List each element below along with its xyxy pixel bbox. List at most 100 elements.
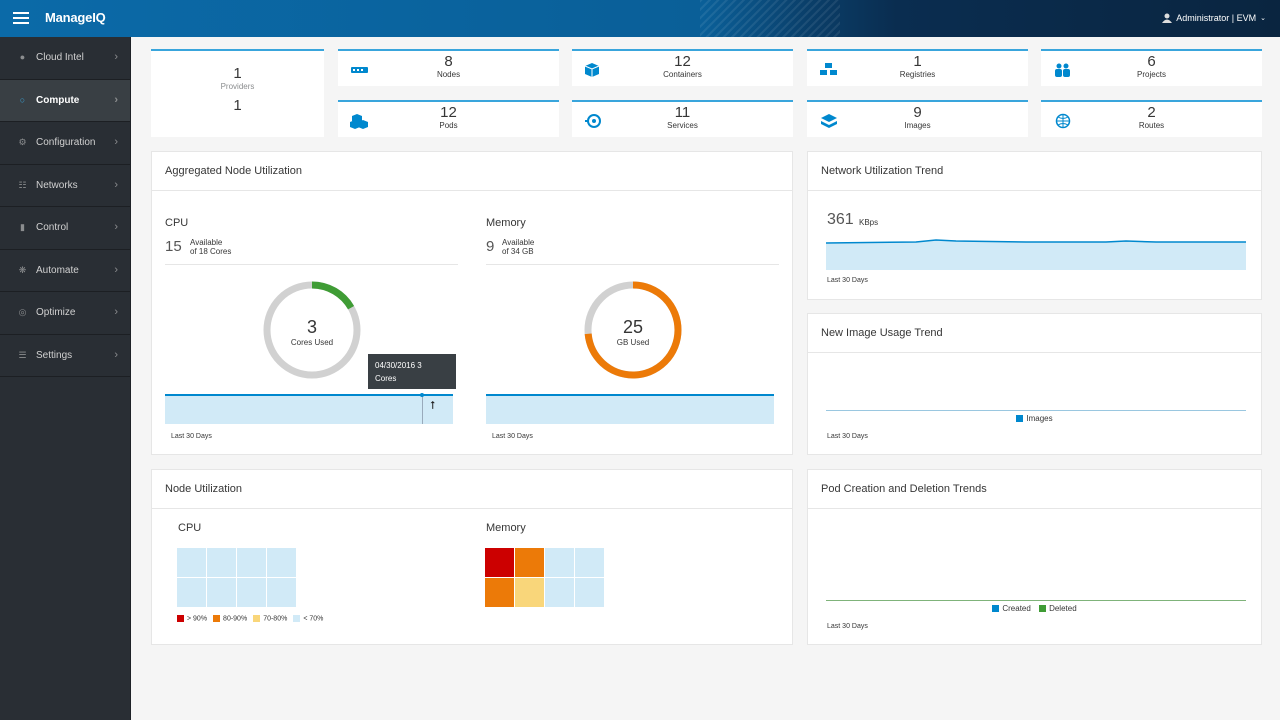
- available-text: Available: [502, 238, 535, 247]
- stat-value: 2: [1147, 104, 1156, 121]
- pod-trend-line[interactable]: [826, 600, 1246, 601]
- services-card[interactable]: 11 Services: [572, 100, 793, 137]
- tooltip-guide-line: [422, 394, 423, 424]
- chevron-right-icon: ›: [114, 221, 118, 233]
- memory-heatmap[interactable]: [485, 548, 604, 607]
- memory-donut-chart[interactable]: [583, 280, 683, 380]
- cpu-donut-chart[interactable]: [262, 280, 362, 380]
- node-utilization-card: Node Utilization CPU > 90% 80-90% 70-80%…: [151, 469, 793, 645]
- heatmap-cell[interactable]: [485, 548, 514, 577]
- sidebar-item-configuration[interactable]: ⚙ Configuration ›: [0, 122, 130, 165]
- providers-count: 1: [233, 65, 242, 82]
- top-navbar: ManageIQ Administrator | EVM ⌄: [0, 0, 1280, 37]
- cpu-heatmap[interactable]: [177, 548, 296, 607]
- heatmap-cell[interactable]: [267, 578, 296, 607]
- available-text: Available: [190, 238, 223, 247]
- legend-label: Created: [1002, 604, 1031, 613]
- aggregated-node-utilization-card: Aggregated Node Utilization CPU 15 Avail…: [151, 151, 793, 455]
- network-sparkline[interactable]: [826, 236, 1246, 270]
- images-card[interactable]: 9 Images: [807, 100, 1028, 137]
- pod-trends-card: Pod Creation and Deletion Trends Created…: [807, 469, 1262, 645]
- settings-icon: ☰: [18, 349, 27, 360]
- legend-swatch: [1016, 415, 1024, 423]
- registries-card[interactable]: 1 Registries: [807, 49, 1028, 86]
- legend-item: 80-90%: [213, 615, 247, 622]
- containers-card[interactable]: 12 Containers: [572, 49, 793, 86]
- providers-sub-count: 1: [233, 97, 242, 114]
- chevron-right-icon: ›: [114, 348, 118, 361]
- user-menu[interactable]: Administrator | EVM ⌄: [1162, 13, 1266, 23]
- heatmap-cell[interactable]: [545, 548, 574, 577]
- heatmap-cell[interactable]: [485, 578, 514, 607]
- memory-available-label: Available of 34 GB: [502, 238, 534, 256]
- sidebar-item-automate[interactable]: ❋ Automate ›: [0, 250, 130, 292]
- cpu-sparkline[interactable]: [165, 394, 453, 424]
- stat-label: Registries: [899, 70, 936, 79]
- divider: [165, 264, 458, 265]
- routes-icon: [1055, 113, 1071, 129]
- heatmap-legend: > 90% 80-90% 70-80% < 70%: [177, 615, 323, 622]
- cursor-icon: ⭡: [430, 400, 436, 412]
- chart-tooltip: 04/30/2016 3 Cores: [368, 354, 456, 389]
- heatmap-cell[interactable]: [177, 548, 206, 577]
- sidebar-item-optimize[interactable]: ◎ Optimize ›: [0, 292, 130, 335]
- legend-swatch: [213, 615, 221, 622]
- sidebar-item-label: Configuration: [36, 137, 96, 149]
- heatmap-cell[interactable]: [207, 578, 236, 607]
- menu-toggle-icon[interactable]: [13, 12, 29, 24]
- legend-label: Images: [1026, 414, 1053, 423]
- sidebar-item-cloud-intel[interactable]: ● Cloud Intel ›: [0, 37, 130, 80]
- chevron-right-icon: ›: [114, 51, 118, 63]
- configuration-icon: ⚙: [18, 137, 27, 148]
- sidebar-item-control[interactable]: ▮ Control ›: [0, 207, 130, 250]
- providers-label: Providers: [220, 82, 255, 91]
- image-trend-line[interactable]: [826, 410, 1246, 411]
- providers-card[interactable]: 1 Providers 1: [151, 49, 324, 137]
- nodes-icon: [351, 67, 368, 73]
- heatmap-cell[interactable]: [267, 548, 296, 577]
- projects-icon: [1055, 63, 1070, 77]
- stat-value: 12: [674, 53, 691, 70]
- stat-value: 8: [444, 53, 453, 70]
- cpu-used-value: 3: [306, 317, 317, 337]
- heatmap-cell[interactable]: [237, 548, 266, 577]
- heatmap-cell[interactable]: [207, 548, 236, 577]
- network-footer: Last 30 Days: [827, 277, 868, 284]
- stat-value: 1: [913, 53, 922, 70]
- heatmap-cell[interactable]: [575, 548, 604, 577]
- pod-trend-legend: Created Deleted: [808, 604, 1261, 613]
- node-memory-title: Memory: [486, 522, 526, 534]
- stat-value: 6: [1147, 53, 1156, 70]
- nodes-card[interactable]: 8 Nodes: [338, 49, 559, 86]
- compute-icon: ○: [19, 94, 26, 105]
- chevron-down-icon: ⌄: [1260, 15, 1266, 22]
- card-title: Node Utilization: [165, 483, 243, 495]
- divider: [808, 190, 1261, 191]
- chevron-right-icon: ›: [114, 263, 118, 276]
- projects-card[interactable]: 6 Projects: [1041, 49, 1262, 86]
- legend-label: > 90%: [187, 615, 208, 623]
- sidebar-item-label: Compute: [36, 94, 80, 106]
- legend-swatch: [177, 615, 184, 622]
- optimize-icon: ◎: [18, 307, 27, 318]
- pods-icon: [350, 114, 368, 129]
- sidebar-item-networks[interactable]: ☷ Networks ›: [0, 165, 130, 207]
- heatmap-cell[interactable]: [515, 548, 544, 577]
- pods-card[interactable]: 12 Pods: [338, 100, 559, 137]
- sidebar-item-settings[interactable]: ☰ Settings ›: [0, 335, 130, 377]
- heatmap-cell[interactable]: [545, 578, 574, 607]
- heatmap-cell[interactable]: [237, 578, 266, 607]
- sidebar-item-compute[interactable]: ○ Compute ›: [0, 79, 130, 122]
- heatmap-cell[interactable]: [177, 578, 206, 607]
- chevron-right-icon: ›: [114, 306, 118, 318]
- routes-card[interactable]: 2 Routes: [1041, 100, 1262, 137]
- memory-sparkline[interactable]: [486, 394, 774, 424]
- heatmap-cell[interactable]: [575, 578, 604, 607]
- brand-logo[interactable]: ManageIQ: [45, 10, 106, 25]
- heatmap-cell[interactable]: [515, 578, 544, 607]
- legend-swatch: [253, 615, 261, 622]
- memory-footer: Last 30 Days: [492, 433, 533, 440]
- cloud-intel-icon: ●: [19, 52, 26, 63]
- divider: [486, 264, 779, 265]
- chevron-right-icon: ›: [114, 136, 118, 148]
